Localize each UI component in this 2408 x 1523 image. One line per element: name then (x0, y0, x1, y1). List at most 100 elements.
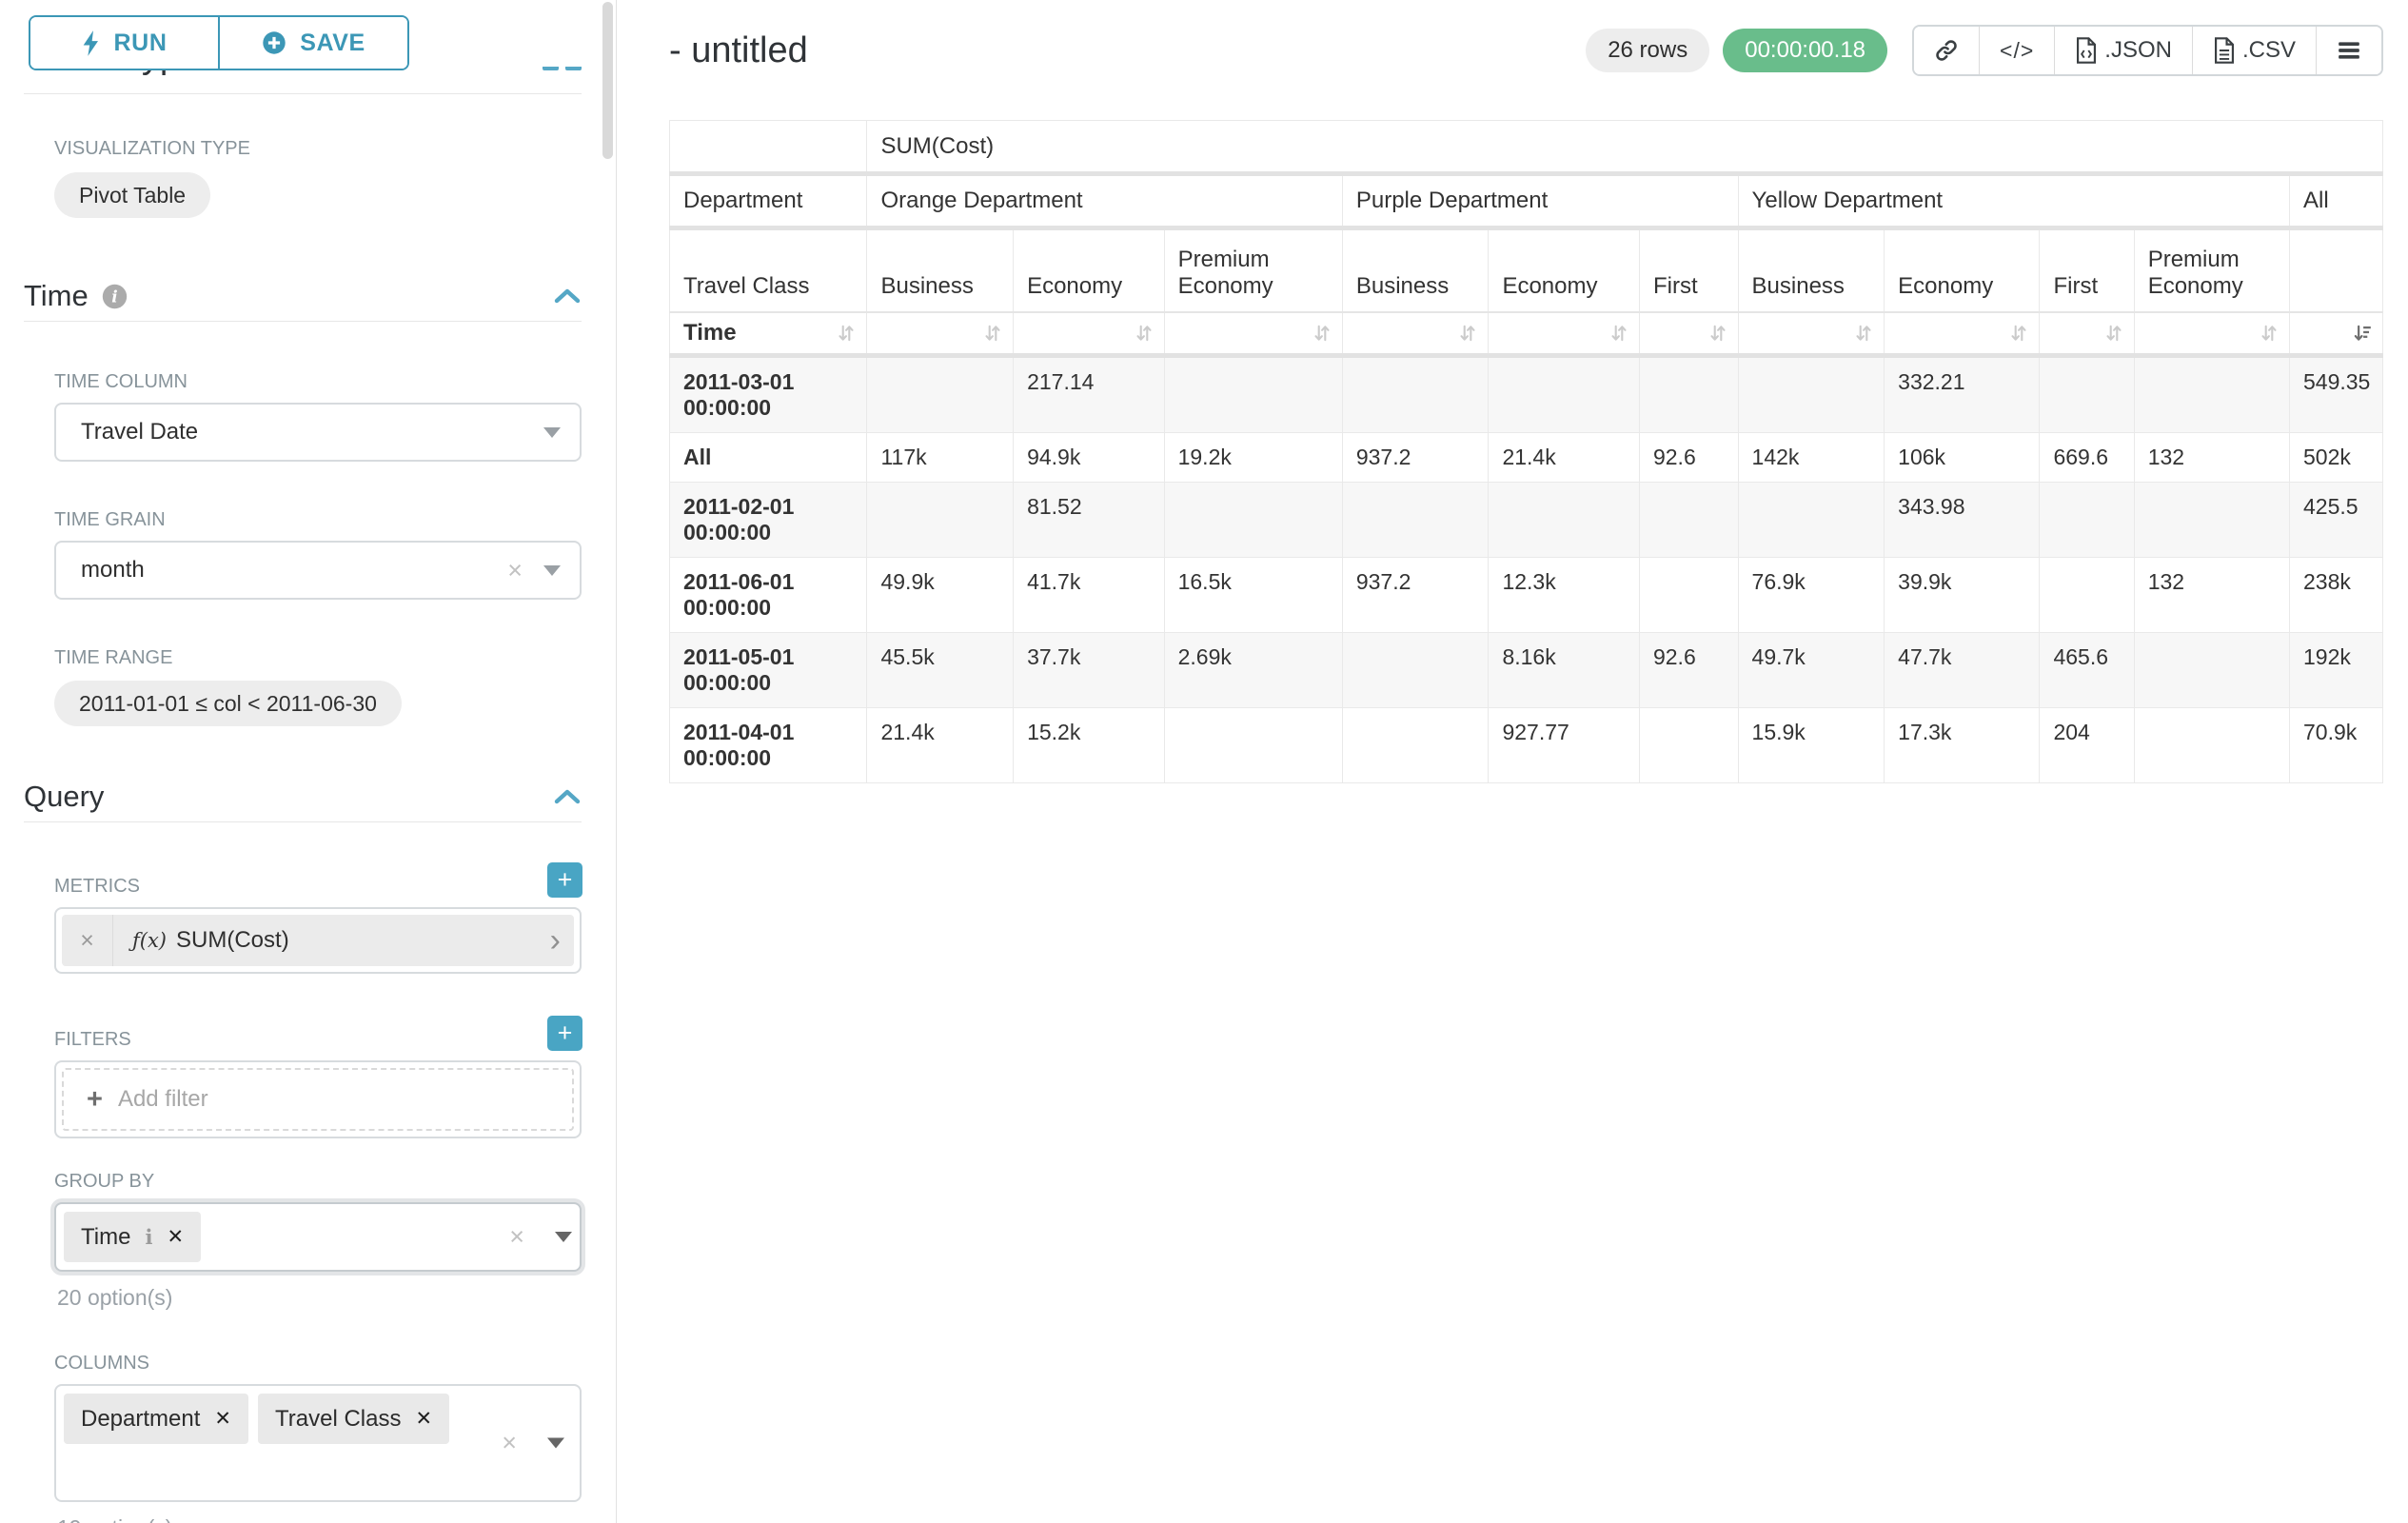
clear-icon[interactable]: × (502, 1431, 517, 1456)
viz-type-pill[interactable]: Pivot Table (54, 172, 210, 218)
column-header: Economy (1014, 228, 1165, 312)
sort-icon[interactable] (982, 323, 1003, 344)
run-save-button-group: RUN SAVE (29, 15, 409, 70)
code-icon: </> (2000, 38, 2034, 64)
cell: 12.3k (1489, 558, 1640, 633)
sort-cell (1885, 312, 2040, 356)
cell: 465.6 (2040, 633, 2134, 708)
table-row: 2011-06-01 00:00:0049.9k41.7k16.5k937.21… (670, 558, 2383, 633)
cell (1489, 356, 1640, 433)
clear-icon[interactable]: × (509, 1224, 524, 1250)
time-column-label: TIME COLUMN (54, 371, 582, 393)
cell (2040, 483, 2134, 558)
cell: 8.16k (1489, 633, 1640, 708)
cell: 142k (1738, 433, 1885, 483)
cell: 192k (2290, 633, 2383, 708)
cell: 669.6 (2040, 433, 2134, 483)
sort-icon[interactable] (1312, 323, 1332, 344)
cell (867, 356, 1014, 433)
sort-icon[interactable] (2259, 323, 2280, 344)
pivot-table: SUM(Cost)DepartmentOrange DepartmentPurp… (669, 120, 2383, 783)
cell (1489, 483, 1640, 558)
columns-select[interactable]: Department ✕ Travel Class ✕ × (54, 1384, 582, 1502)
add-filter-dropzone[interactable]: + Add filter (62, 1068, 574, 1131)
sort-icon[interactable] (2008, 323, 2029, 344)
cell: 502k (2290, 433, 2383, 483)
columns-chip[interactable]: Travel Class ✕ (258, 1394, 449, 1444)
remove-chip-icon[interactable]: ✕ (415, 1407, 432, 1431)
function-icon: ƒ(x) (132, 929, 167, 952)
export-csv-button[interactable]: .CSV (2192, 27, 2316, 74)
sort-row: Time (670, 312, 2383, 356)
section-divider (24, 321, 582, 322)
time-column-select[interactable]: Travel Date (54, 403, 582, 462)
sidebar-scrollbar[interactable] (602, 2, 613, 159)
save-button[interactable]: SAVE (218, 17, 407, 69)
cell: 132 (2134, 433, 2289, 483)
add-metric-button[interactable]: + (547, 862, 582, 898)
group-by-chip[interactable]: Time i ✕ (64, 1212, 201, 1262)
sort-cell (1639, 312, 1738, 356)
remove-metric-icon[interactable]: × (62, 915, 113, 966)
chip-label: Travel Class (275, 1406, 401, 1433)
chevron-up-icon[interactable] (553, 287, 582, 305)
columns-label: COLUMNS (54, 1353, 582, 1375)
time-grain-value: month (81, 557, 145, 583)
cell (867, 483, 1014, 558)
sort-icon[interactable] (1707, 323, 1728, 344)
json-file-icon (2075, 37, 2098, 64)
cell: 106k (1885, 433, 2040, 483)
cell (2134, 483, 2289, 558)
cell (1342, 483, 1489, 558)
cell (1164, 708, 1342, 783)
time-range-pill[interactable]: 2011-01-01 ≤ col < 2011-06-30 (54, 681, 402, 726)
chevron-down-icon (555, 1232, 572, 1242)
remove-chip-icon[interactable]: ✕ (167, 1225, 184, 1249)
sort-icon[interactable] (1134, 323, 1155, 344)
cell (2134, 356, 2289, 433)
row-label: 2011-03-01 00:00:00 (670, 356, 867, 433)
cell: 45.5k (867, 633, 1014, 708)
cell: 49.7k (1738, 633, 1885, 708)
chip-label: Department (81, 1406, 200, 1433)
column-group-header: Yellow Department (1738, 174, 2289, 228)
copy-link-button[interactable] (1914, 27, 1979, 74)
sort-cell (1164, 312, 1342, 356)
metric-chip[interactable]: × ƒ(x) SUM(Cost) › (62, 915, 574, 966)
export-json-button[interactable]: .JSON (2054, 27, 2192, 74)
clear-icon[interactable]: × (507, 558, 523, 583)
department-header-row: DepartmentOrange DepartmentPurple Depart… (670, 174, 2383, 228)
columns-chip[interactable]: Department ✕ (64, 1394, 248, 1444)
time-grain-select[interactable]: month × (54, 541, 582, 600)
chevron-right-icon[interactable]: › (550, 924, 561, 957)
cell: 343.98 (1885, 483, 2040, 558)
cell (1738, 356, 1885, 433)
sort-cell (1489, 312, 1640, 356)
cell: 16.5k (1164, 558, 1342, 633)
menu-button[interactable] (2316, 27, 2381, 74)
remove-chip-icon[interactable]: ✕ (214, 1407, 231, 1431)
chevron-up-icon[interactable] (553, 788, 582, 805)
sort-icon[interactable] (2103, 323, 2124, 344)
cell: 332.21 (1885, 356, 2040, 433)
cell (2040, 356, 2134, 433)
sort-icon[interactable] (1457, 323, 1478, 344)
cell: 37.7k (1014, 633, 1165, 708)
add-filter-plus-button[interactable]: + (547, 1016, 582, 1051)
cell (1342, 356, 1489, 433)
view-query-button[interactable]: </> (1979, 27, 2054, 74)
sort-desc-active-icon[interactable] (2352, 323, 2373, 344)
run-button[interactable]: RUN (30, 17, 218, 69)
row-label: 2011-06-01 00:00:00 (670, 558, 867, 633)
cell (1164, 356, 1342, 433)
chart-title[interactable]: - untitled (669, 30, 808, 71)
chevron-down-icon (543, 427, 561, 438)
sort-cell (2040, 312, 2134, 356)
sort-icon[interactable] (1609, 323, 1629, 344)
sort-icon[interactable] (836, 323, 857, 344)
cell: 19.2k (1164, 433, 1342, 483)
time-range-label: TIME RANGE (54, 647, 582, 669)
csv-label: .CSV (2242, 37, 2296, 64)
group-by-select[interactable]: Time i ✕ × (54, 1202, 582, 1272)
sort-icon[interactable] (1853, 323, 1874, 344)
